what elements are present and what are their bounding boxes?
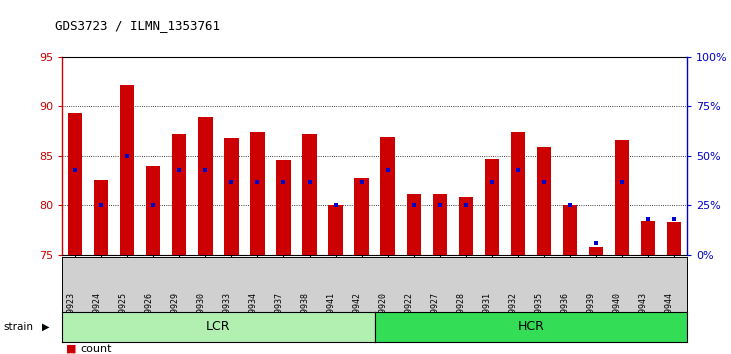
Text: strain: strain — [4, 321, 34, 332]
Bar — [511, 132, 525, 255]
Text: HCR: HCR — [518, 320, 545, 333]
Bar — [667, 222, 681, 255]
Bar — [433, 194, 447, 255]
Bar — [615, 140, 629, 255]
Bar — [250, 132, 265, 255]
Text: GDS3723 / ILMN_1353761: GDS3723 / ILMN_1353761 — [55, 19, 220, 32]
Bar — [641, 221, 655, 255]
Bar — [120, 85, 135, 255]
Bar — [563, 205, 577, 255]
Text: ▶: ▶ — [42, 321, 49, 332]
Bar — [406, 194, 421, 255]
Text: count: count — [80, 344, 112, 354]
Text: LCR: LCR — [206, 320, 231, 333]
Bar — [198, 117, 213, 255]
Bar — [146, 166, 160, 255]
Bar — [173, 134, 186, 255]
Text: ■: ■ — [66, 344, 76, 354]
Bar — [355, 178, 368, 255]
Bar — [303, 134, 317, 255]
Bar — [589, 247, 603, 255]
Bar — [328, 205, 343, 255]
Bar — [224, 138, 238, 255]
Bar — [485, 159, 499, 255]
Bar — [68, 113, 83, 255]
Bar — [276, 160, 291, 255]
Bar — [458, 198, 473, 255]
Bar — [537, 147, 551, 255]
Bar — [94, 179, 108, 255]
Bar — [381, 137, 395, 255]
